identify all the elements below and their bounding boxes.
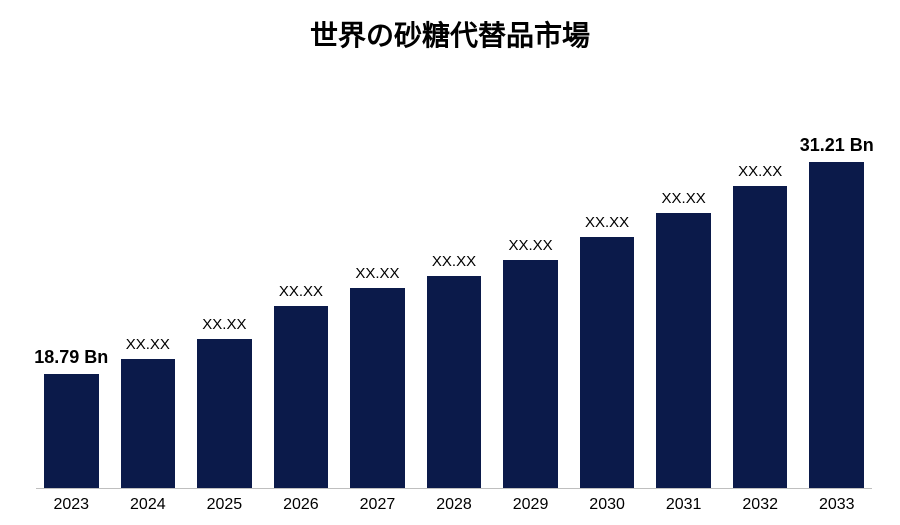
bar-column: 18.79 Bn	[44, 80, 99, 488]
bar	[733, 186, 788, 488]
x-axis-label: 2026	[274, 496, 329, 514]
bar	[44, 374, 99, 488]
bar	[580, 237, 635, 488]
bar	[274, 306, 329, 488]
value-label: XX.XX	[722, 163, 798, 180]
x-axis-label: 2033	[809, 496, 864, 514]
bar-column: XX.XX	[121, 80, 176, 488]
x-axis-label: 2023	[44, 496, 99, 514]
bar	[427, 276, 482, 488]
bar-column: XX.XX	[427, 80, 482, 488]
x-axis-label: 2030	[580, 496, 635, 514]
bar-column: XX.XX	[350, 80, 405, 488]
x-axis-label: 2028	[427, 496, 482, 514]
bar-column: XX.XX	[197, 80, 252, 488]
bar-column: XX.XX	[656, 80, 711, 488]
value-label: XX.XX	[339, 265, 415, 282]
bar	[197, 339, 252, 488]
x-axis-line	[36, 488, 872, 489]
x-axis-label: 2029	[503, 496, 558, 514]
bar-column: XX.XX	[580, 80, 635, 488]
bar-column: 31.21 Bn	[809, 80, 864, 488]
value-label: XX.XX	[186, 316, 262, 333]
value-label: XX.XX	[110, 336, 186, 353]
chart-container: 世界の砂糖代替品市場 18.79 BnXX.XXXX.XXXX.XXXX.XXX…	[0, 0, 900, 525]
x-axis-label: 2024	[121, 496, 176, 514]
value-label: XX.XX	[263, 283, 339, 300]
value-label: XX.XX	[416, 253, 492, 270]
x-axis-label: 2031	[656, 496, 711, 514]
value-label: 18.79 Bn	[33, 347, 109, 368]
bar	[809, 162, 864, 488]
x-axis-label: 2025	[197, 496, 252, 514]
bar	[656, 213, 711, 488]
bar-column: XX.XX	[274, 80, 329, 488]
plot-area: 18.79 BnXX.XXXX.XXXX.XXXX.XXXX.XXXX.XXXX…	[44, 80, 864, 488]
bar	[350, 288, 405, 488]
x-axis-label: 2027	[350, 496, 405, 514]
value-label: XX.XX	[492, 237, 568, 254]
bar	[503, 260, 558, 488]
value-label: XX.XX	[645, 190, 721, 207]
bar	[121, 359, 176, 488]
x-axis-label: 2032	[733, 496, 788, 514]
value-label: 31.21 Bn	[799, 135, 875, 156]
bar-column: XX.XX	[503, 80, 558, 488]
x-axis-labels: 2023 2024 2025 2026 2027 2028 2029 2030 2031 2032…	[44, 496, 864, 514]
bar-column: XX.XX	[733, 80, 788, 488]
value-label: XX.XX	[569, 214, 645, 231]
chart-title: 世界の砂糖代替品市場	[0, 14, 900, 54]
